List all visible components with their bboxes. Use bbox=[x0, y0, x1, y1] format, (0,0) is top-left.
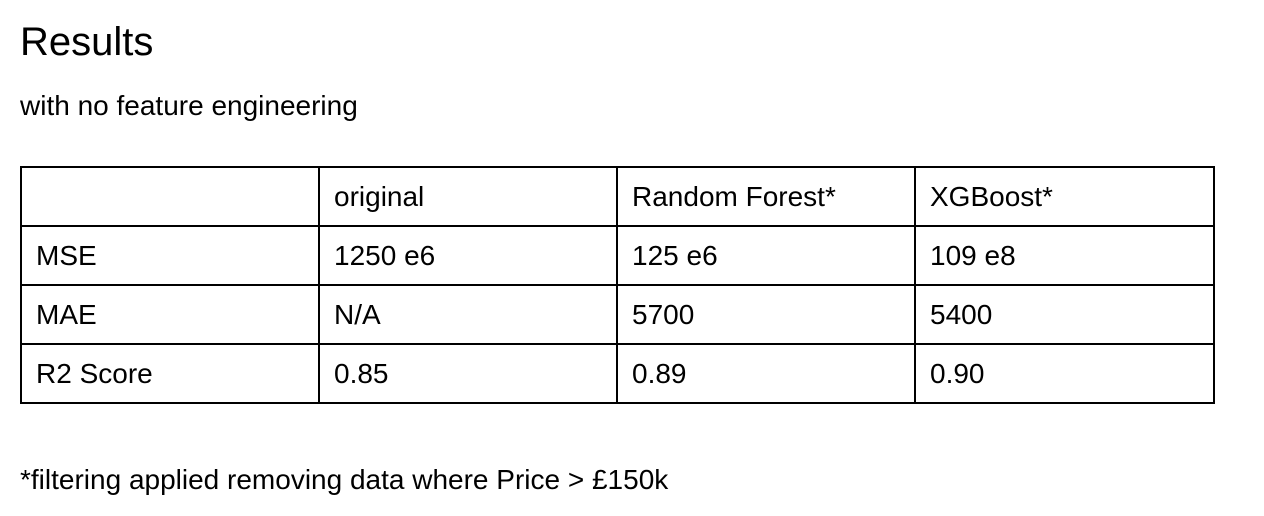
table-header-cell: original bbox=[318, 166, 618, 227]
footnote: *filtering applied removing data where P… bbox=[20, 464, 669, 495]
table-header-cell bbox=[20, 166, 320, 227]
table-row: MAE N/A 5700 5400 bbox=[20, 284, 1215, 345]
page-subtitle: with no feature engineering bbox=[20, 90, 358, 121]
table-row-label: R2 Score bbox=[20, 343, 320, 404]
table-cell: 5700 bbox=[616, 284, 916, 345]
table-cell: 1250 e6 bbox=[318, 225, 618, 286]
table-cell: 125 e6 bbox=[616, 225, 916, 286]
table-cell: 5400 bbox=[914, 284, 1215, 345]
table-header-row: original Random Forest* XGBoost* bbox=[20, 166, 1215, 227]
table-cell: 109 e8 bbox=[914, 225, 1215, 286]
table-row: MSE 1250 e6 125 e6 109 e8 bbox=[20, 225, 1215, 286]
table-cell: 0.89 bbox=[616, 343, 916, 404]
table-header-cell: XGBoost* bbox=[914, 166, 1215, 227]
table-cell: 0.90 bbox=[914, 343, 1215, 404]
table-row: R2 Score 0.85 0.89 0.90 bbox=[20, 343, 1215, 404]
results-table: original Random Forest* XGBoost* MSE 125… bbox=[20, 166, 1215, 404]
page-title: Results bbox=[20, 20, 154, 64]
table-cell: 0.85 bbox=[318, 343, 618, 404]
table-header-cell: Random Forest* bbox=[616, 166, 916, 227]
table-row-label: MSE bbox=[20, 225, 320, 286]
table-row-label: MAE bbox=[20, 284, 320, 345]
table-cell: N/A bbox=[318, 284, 618, 345]
